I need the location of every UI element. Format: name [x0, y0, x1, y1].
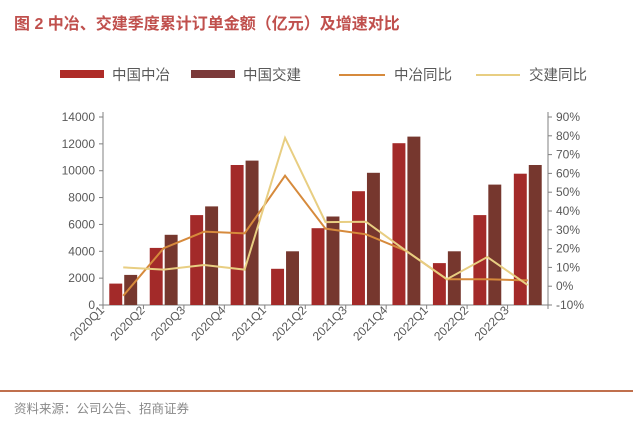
svg-text:2020Q2: 2020Q2 [107, 303, 147, 343]
svg-text:80%: 80% [556, 129, 580, 143]
svg-text:0%: 0% [556, 279, 574, 293]
svg-text:2021Q3: 2021Q3 [310, 303, 350, 343]
svg-text:60%: 60% [556, 166, 580, 180]
svg-text:90%: 90% [556, 110, 580, 124]
svg-text:4000: 4000 [68, 244, 95, 258]
svg-text:6000: 6000 [68, 217, 95, 231]
svg-text:2022Q2: 2022Q2 [431, 303, 471, 343]
svg-text:-10%: -10% [556, 298, 584, 312]
svg-text:10%: 10% [556, 260, 580, 274]
svg-text:10000: 10000 [62, 164, 96, 178]
svg-text:8000: 8000 [68, 191, 95, 205]
svg-text:50%: 50% [556, 185, 580, 199]
svg-text:40%: 40% [556, 204, 580, 218]
svg-text:12000: 12000 [62, 137, 96, 151]
svg-text:70%: 70% [556, 148, 580, 162]
svg-text:2022Q1: 2022Q1 [391, 303, 431, 343]
svg-text:2020Q4: 2020Q4 [188, 303, 228, 343]
svg-text:2021Q1: 2021Q1 [229, 303, 269, 343]
svg-text:14000: 14000 [62, 110, 96, 124]
svg-text:2022Q3: 2022Q3 [472, 303, 512, 343]
svg-text:2021Q4: 2021Q4 [350, 303, 390, 343]
svg-text:2020Q1: 2020Q1 [67, 303, 107, 343]
svg-text:2020Q3: 2020Q3 [148, 303, 188, 343]
svg-text:30%: 30% [556, 223, 580, 237]
svg-text:20%: 20% [556, 242, 580, 256]
svg-text:2021Q2: 2021Q2 [269, 303, 309, 343]
svg-text:2000: 2000 [68, 271, 95, 285]
